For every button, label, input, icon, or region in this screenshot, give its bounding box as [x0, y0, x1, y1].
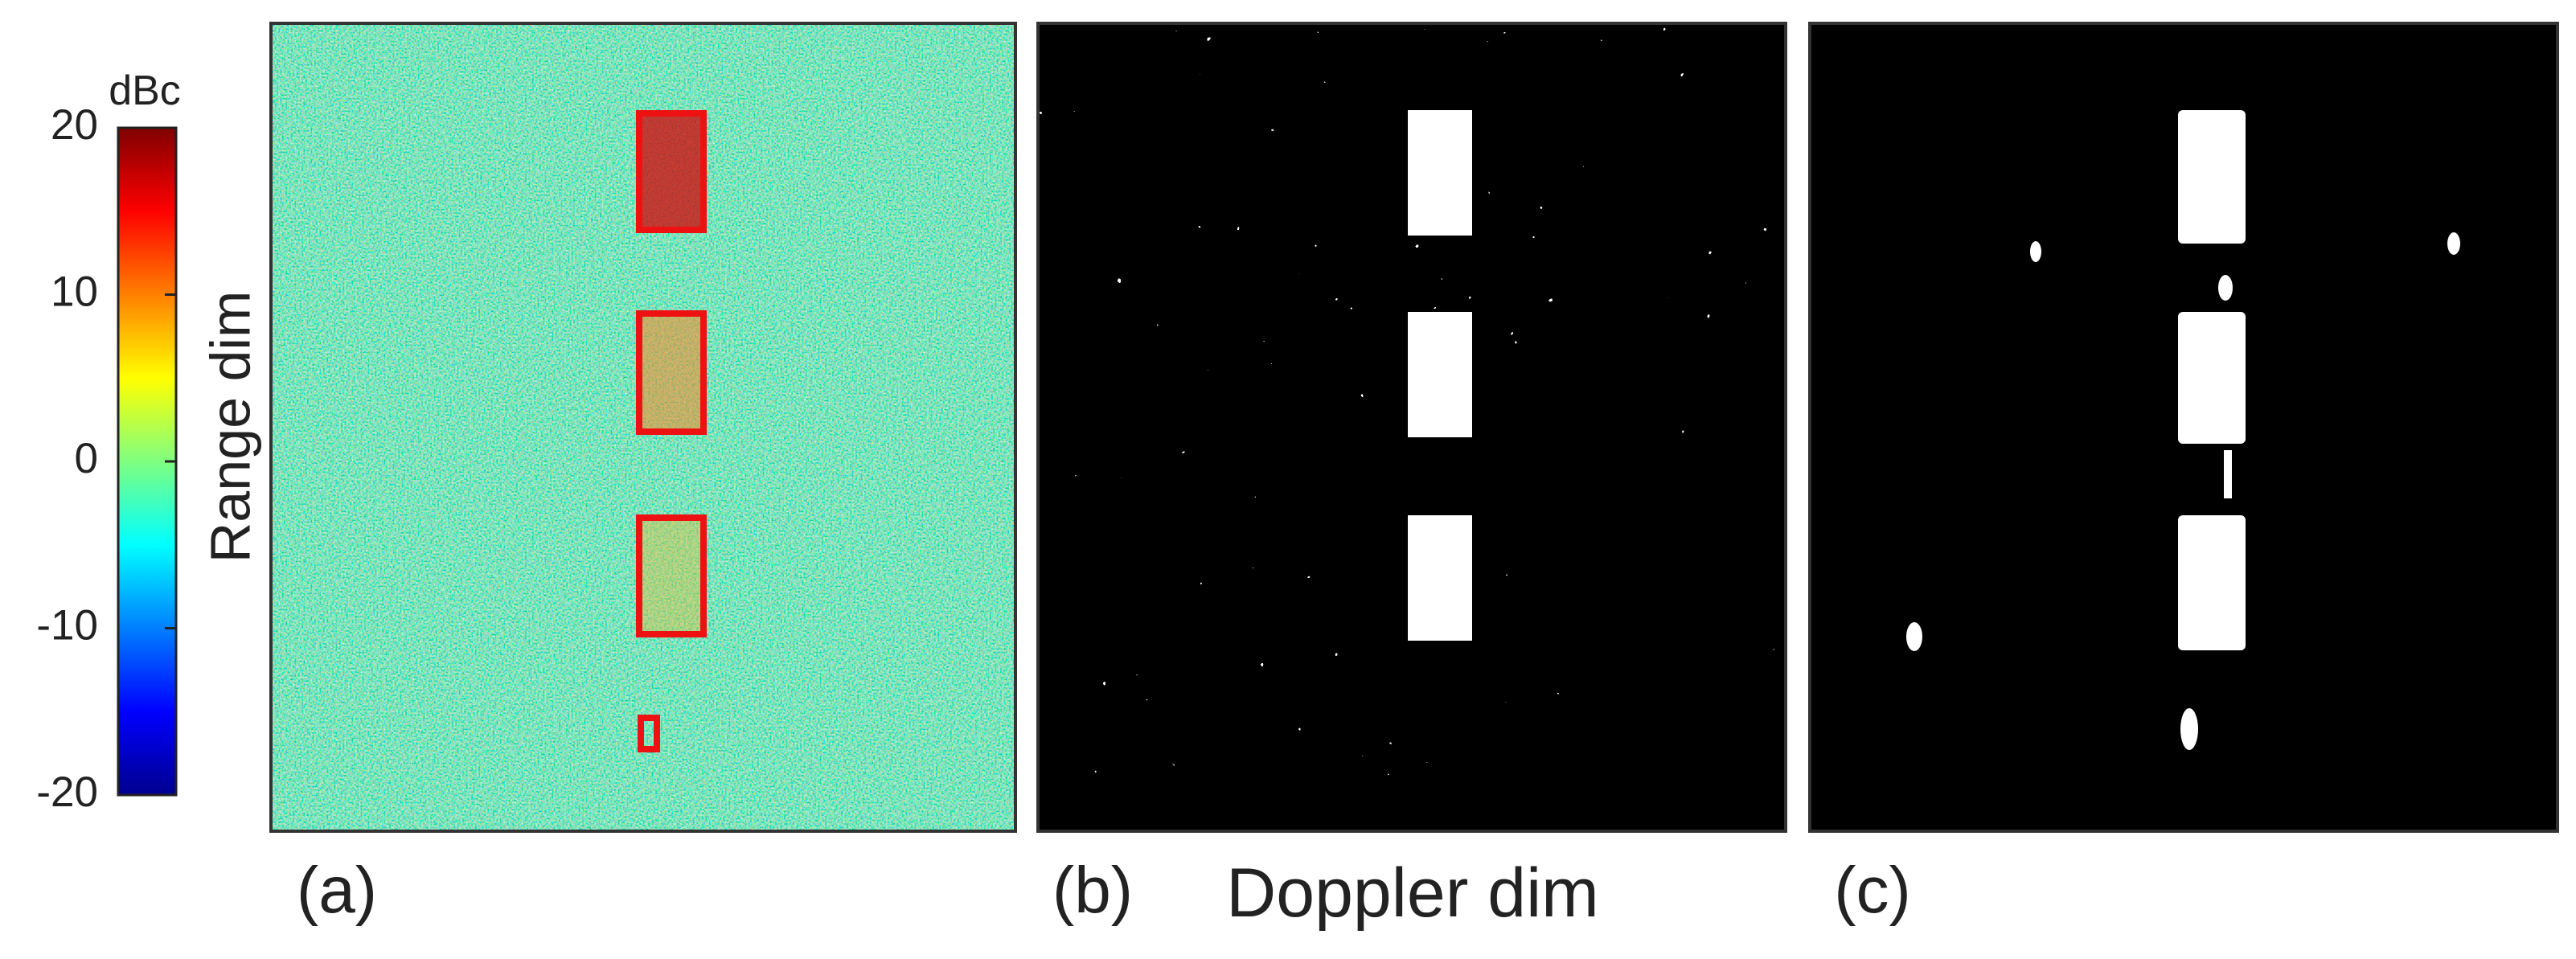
target-box — [636, 514, 707, 637]
detection — [2447, 232, 2460, 255]
detection — [2224, 450, 2232, 498]
detection — [2218, 275, 2233, 301]
tick-label: 10 — [51, 268, 98, 316]
detection — [1906, 622, 1922, 651]
detection — [2178, 312, 2246, 444]
y-axis-label: Range dim — [199, 291, 261, 564]
colorbar-label: dBc — [109, 68, 181, 114]
detection — [1408, 515, 1472, 641]
detection — [1408, 312, 1472, 437]
target-region — [639, 113, 703, 230]
target-box — [638, 715, 660, 752]
panel-b — [1036, 22, 1787, 833]
detection — [2178, 110, 2246, 244]
target-box — [636, 110, 707, 233]
panel-c — [1808, 22, 2559, 833]
target-region — [639, 314, 703, 432]
detection — [2178, 515, 2246, 650]
target-region — [639, 518, 703, 634]
panel-label: (a) — [297, 854, 377, 927]
colorbar-ticks: -20 -10 0 10 20 — [36, 101, 176, 816]
detection — [1408, 110, 1472, 236]
panel-frame — [1808, 22, 2559, 833]
detection — [2030, 241, 2041, 262]
tick-label: -10 — [36, 602, 98, 650]
panel-frame — [269, 22, 1017, 833]
tick-label: -20 — [36, 768, 98, 816]
panel-label: (b) — [1052, 854, 1133, 927]
detection — [2180, 708, 2198, 750]
target-box — [636, 310, 707, 435]
tick-label: 0 — [75, 435, 98, 482]
tick-label: 20 — [51, 101, 98, 149]
x-axis-label: Doppler dim — [1226, 854, 1599, 932]
panel-a — [269, 22, 1017, 833]
panel-label: (c) — [1834, 854, 1911, 927]
panel-frame — [1036, 22, 1787, 833]
